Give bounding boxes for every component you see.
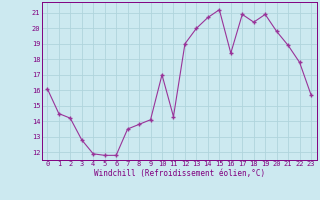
X-axis label: Windchill (Refroidissement éolien,°C): Windchill (Refroidissement éolien,°C) bbox=[94, 169, 265, 178]
